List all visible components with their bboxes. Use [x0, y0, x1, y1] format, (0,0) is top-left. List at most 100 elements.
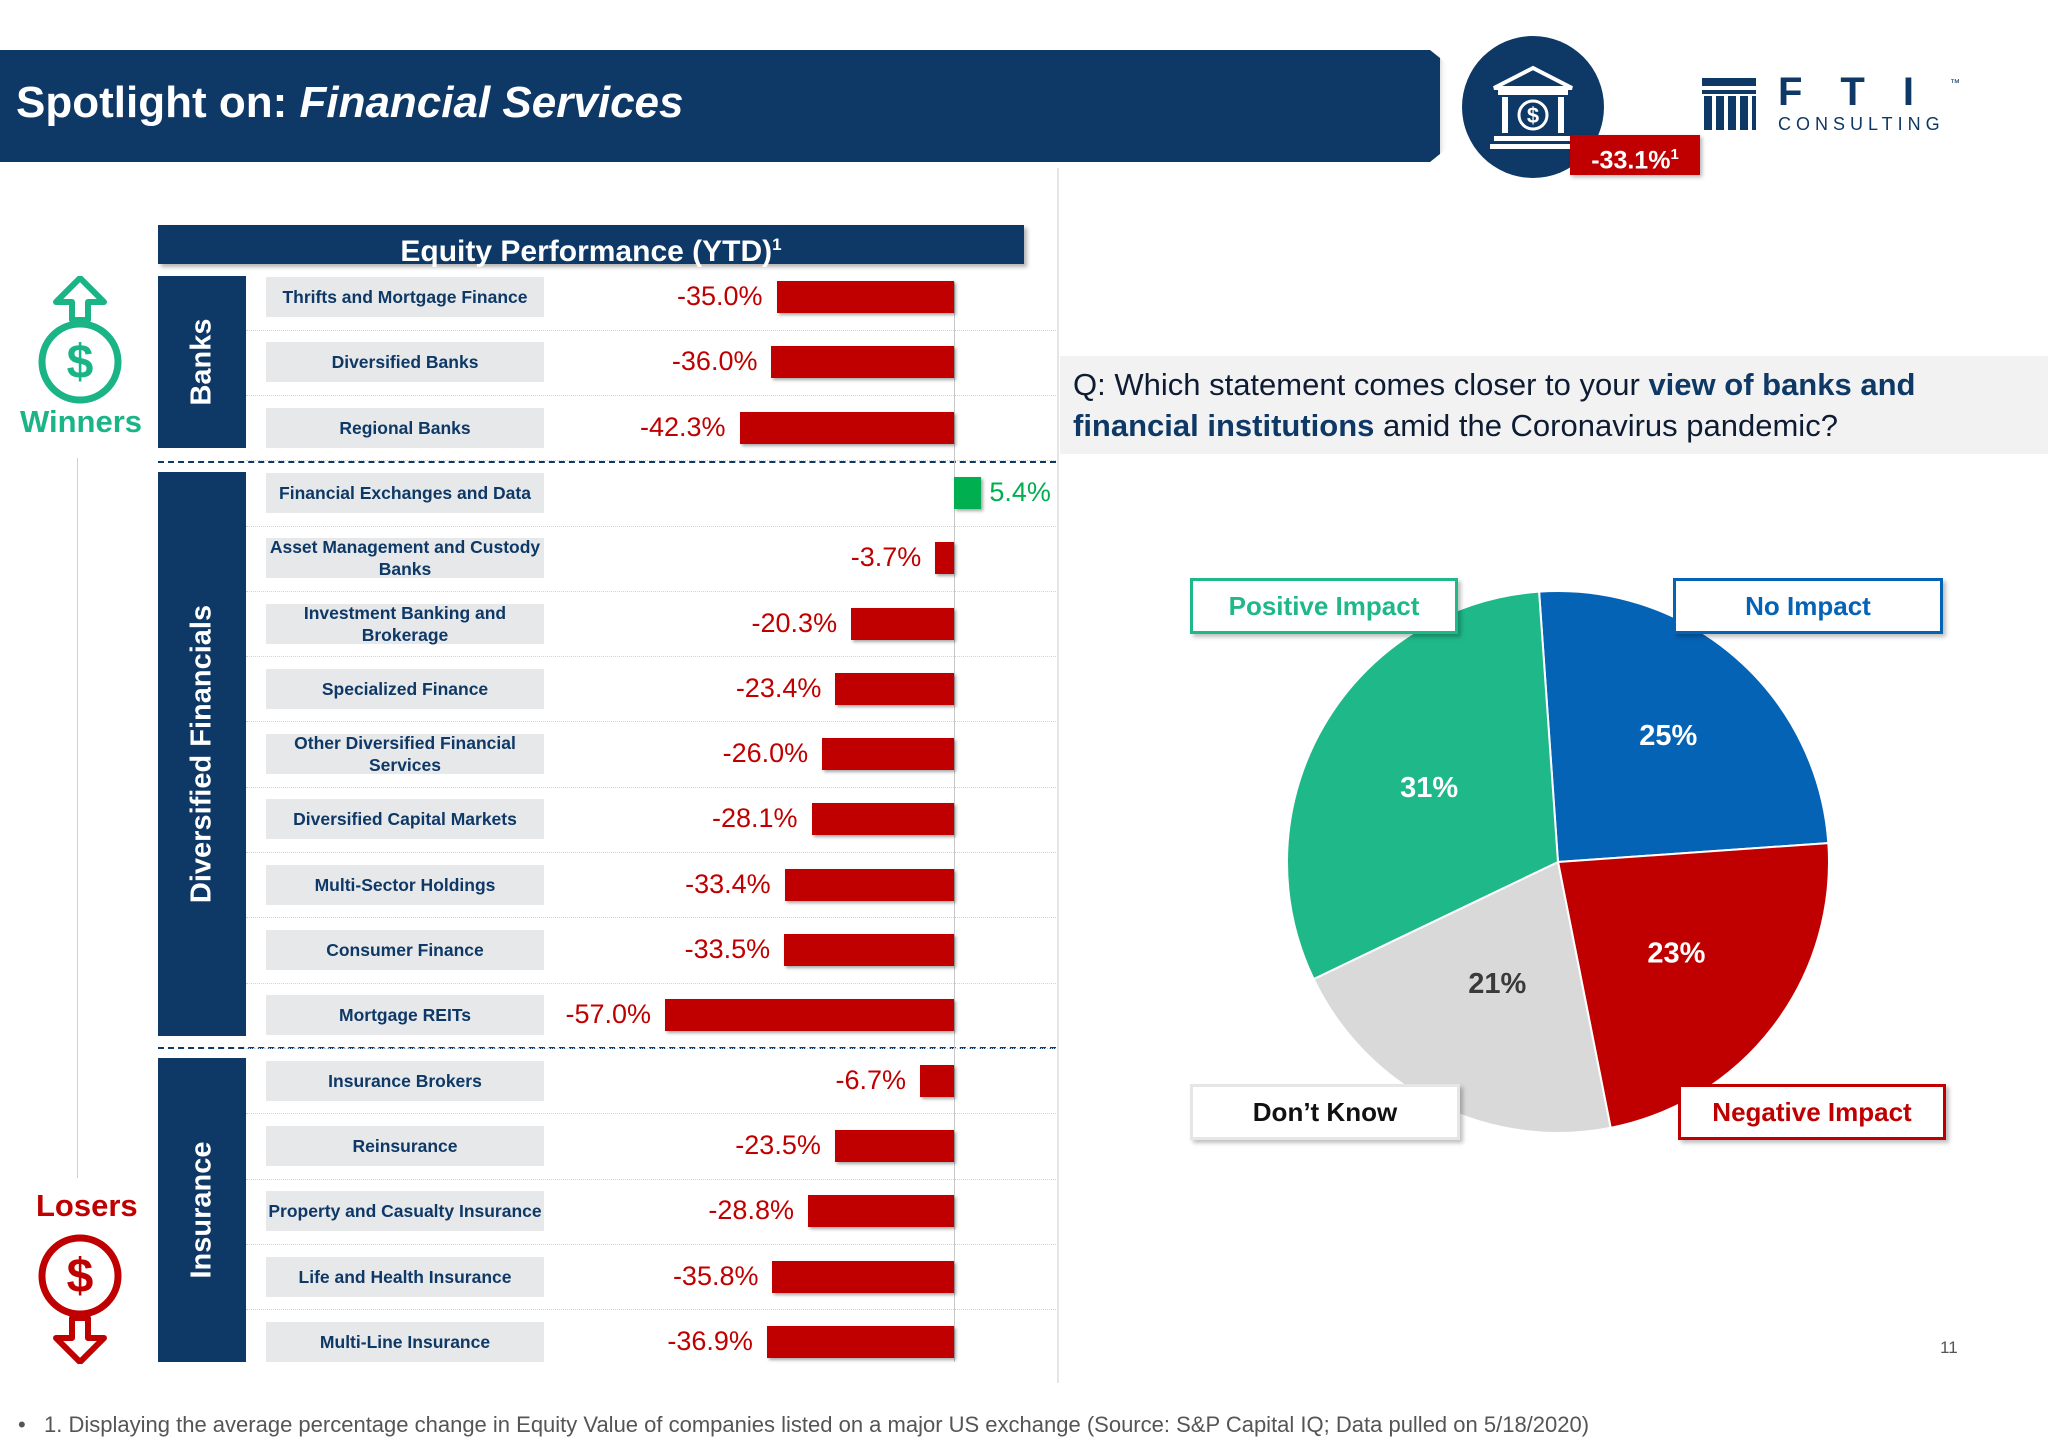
pie-slice-label: 25%: [1639, 720, 1697, 752]
section-divider: [158, 461, 1056, 463]
bank-icon: $: [1490, 65, 1576, 149]
section-label-diversified-financials: Diversified Financials: [185, 604, 218, 904]
row-separator: [246, 395, 1056, 396]
pie-slice: [1285, 590, 1560, 981]
row-separator: [246, 983, 1056, 984]
category-label: Property and Casualty Insurance: [266, 1191, 544, 1232]
row-separator: [246, 1113, 1056, 1114]
legend-negative-impact: Negative Impact: [1678, 1084, 1946, 1140]
bar-value-label: -3.7%: [850, 542, 922, 573]
bar-0: [776, 281, 954, 313]
bar-16: [766, 1325, 954, 1358]
category-label: Consumer Finance: [266, 930, 544, 970]
bar-8: [811, 803, 954, 836]
category-label: Diversified Banks: [266, 342, 544, 383]
bar-14: [807, 1195, 954, 1228]
bar-value-label: -36.0%: [671, 346, 758, 377]
row-separator: [246, 852, 1056, 853]
category-label: Reinsurance: [266, 1125, 544, 1166]
pie-slice-label: 21%: [1468, 968, 1526, 1000]
equity-title-text: Equity Performance (YTD): [400, 235, 773, 268]
bar-11: [665, 999, 954, 1032]
bar-9: [784, 868, 954, 901]
bar-12: [920, 1064, 954, 1097]
bar-4: [935, 542, 954, 575]
category-label: Other Diversified Financial Services: [266, 733, 544, 775]
bar-value-label: -33.5%: [684, 934, 771, 964]
equity-chart-title: Equity Performance (YTD)1: [158, 225, 1024, 268]
bar-5: [851, 607, 954, 640]
badge-note: 1: [1670, 146, 1679, 163]
fti-logo-letters: FTI: [1778, 70, 1952, 114]
bar-value-label: -36.9%: [667, 1325, 753, 1356]
losers-label: Losers: [36, 1188, 138, 1223]
category-label: Multi-Sector Holdings: [266, 864, 544, 905]
page-number: 11: [1940, 1338, 1958, 1357]
impact-pie-chart: 25% 23% 21% 31%: [1285, 590, 1830, 1135]
category-label: Investment Banking and Brokerage: [266, 603, 544, 645]
pie-slice: [1556, 842, 1830, 1130]
page-title: Spotlight on: Financial Services: [16, 78, 683, 128]
legend-dont-know: Don’t Know: [1190, 1084, 1460, 1140]
svg-text:$: $: [1527, 103, 1539, 128]
category-label: Insurance Brokers: [266, 1060, 544, 1101]
category-label: Mortgage REITs: [266, 995, 544, 1036]
fti-logo-subtitle: CONSULTING: [1778, 114, 1945, 134]
bar-value-label: -23.4%: [735, 672, 822, 703]
bar-7: [822, 738, 954, 771]
pie-slice-label: 31%: [1400, 772, 1458, 804]
bar-value-label: -35.0%: [677, 281, 763, 311]
bank-performance-badge: -33.1%1: [1570, 135, 1700, 175]
bar-15: [772, 1260, 954, 1293]
bar-1: [771, 346, 954, 379]
bar-value-label: -28.8%: [708, 1195, 794, 1226]
survey-question: Q: Which statement comes closer to your …: [1073, 364, 1973, 446]
bar-value-label: -42.3%: [639, 411, 726, 442]
bar-value-label: 5.4%: [989, 476, 1051, 507]
question-emphasis: view of banks and financial institutions: [1073, 367, 1916, 443]
question-suffix: amid the Coronavirus pandemic?: [1383, 408, 1838, 443]
category-label: Life and Health Insurance: [266, 1256, 544, 1297]
pie-slice: [1538, 590, 1830, 864]
section-label-banks: Banks: [185, 318, 218, 406]
bar-value-label: -6.7%: [835, 1064, 907, 1095]
row-separator: [246, 787, 1056, 788]
zero-axis-line: [954, 282, 955, 1362]
row-separator: [246, 1179, 1056, 1180]
fti-trademark: ™: [1950, 78, 1960, 89]
footnote-text: 1. Displaying the average percentage cha…: [44, 1412, 1590, 1437]
losers-arrow-down-icon: $: [38, 1234, 122, 1364]
question-prefix: Q: Which statement comes closer to your: [1073, 367, 1640, 402]
category-label: Thrifts and Mortgage Finance: [266, 277, 544, 317]
section-diversified-financials: Diversified Financials: [158, 472, 246, 1036]
winners-arrow-up-icon: $: [38, 276, 122, 404]
footnote: • 1. Displaying the average percentage c…: [18, 1412, 1589, 1438]
bar-value-label: -57.0%: [565, 999, 652, 1030]
winners-losers-line: [77, 458, 78, 1178]
title-prefix: Spotlight on:: [16, 78, 288, 127]
pie-slice-label: 23%: [1647, 938, 1705, 970]
bar-value-label: -35.8%: [672, 1260, 759, 1291]
winners-label: Winners: [20, 404, 143, 439]
panel-divider: [1057, 168, 1059, 1383]
bar-6: [835, 672, 954, 705]
row-separator: [246, 656, 1056, 657]
category-label: Financial Exchanges and Data: [266, 472, 544, 513]
bar-2: [739, 411, 954, 444]
row-separator: [246, 591, 1056, 592]
fti-logo-icon: [1702, 78, 1756, 130]
bar-value-label: -33.4%: [685, 868, 771, 899]
row-separator: [246, 460, 1056, 461]
bar-3: [954, 476, 982, 509]
bar-value-label: -20.3%: [751, 607, 838, 638]
svg-text:$: $: [67, 1250, 94, 1303]
section-label-insurance: Insurance: [185, 1141, 218, 1279]
category-label: Multi-Line Insurance: [266, 1321, 544, 1362]
category-label: Diversified Capital Markets: [266, 799, 544, 840]
category-label: Specialized Finance: [266, 668, 544, 709]
footnote-bullet: •: [18, 1412, 26, 1437]
bar-value-label: -23.5%: [735, 1129, 821, 1160]
row-separator: [246, 330, 1056, 331]
category-label: Regional Banks: [266, 407, 544, 448]
section-insurance: Insurance: [158, 1058, 246, 1362]
